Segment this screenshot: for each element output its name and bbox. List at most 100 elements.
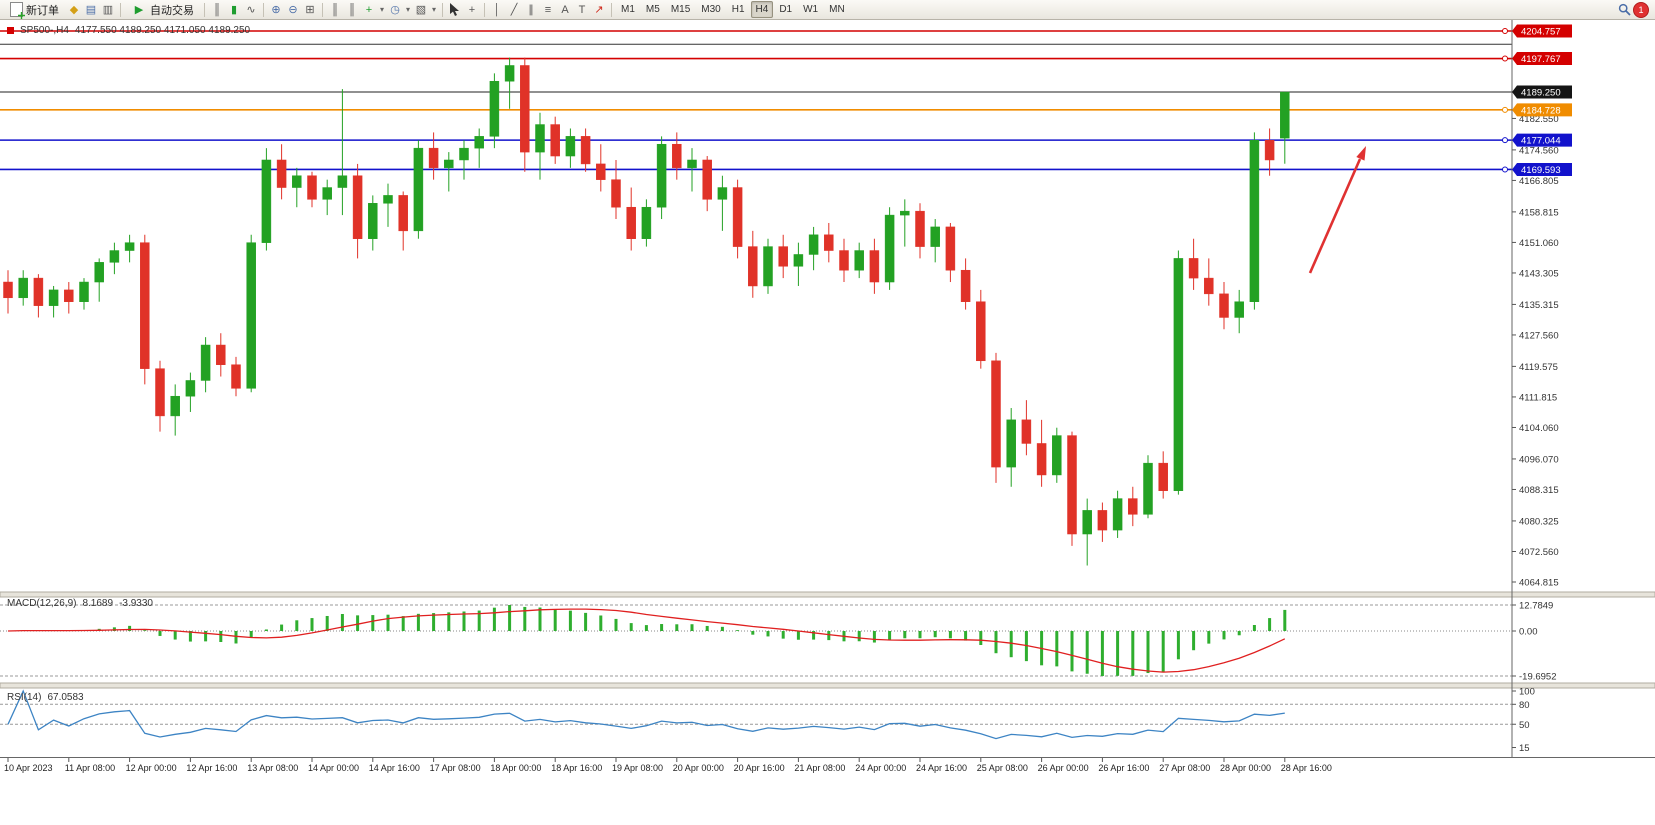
- candle: [839, 238, 849, 283]
- timeframe-button-h4[interactable]: H4: [750, 1, 774, 18]
- charts-icon[interactable]: ◆: [69, 3, 79, 16]
- navigator-icon[interactable]: ▥: [102, 3, 114, 16]
- panel-divider-macd[interactable]: [0, 591, 1655, 598]
- text-tool-icon[interactable]: A: [561, 3, 569, 16]
- candle: [276, 144, 287, 200]
- candle: [140, 234, 150, 385]
- svg-text:4184.728: 4184.728: [1521, 105, 1561, 116]
- candle: [1067, 431, 1077, 546]
- auto-trading-play-icon: ▶: [134, 3, 144, 16]
- hline-handle[interactable]: [1502, 166, 1508, 173]
- panel-divider-rsi[interactable]: [0, 682, 1655, 689]
- candle: [687, 148, 697, 192]
- timeframe-button-h1[interactable]: H1: [731, 4, 745, 15]
- auto-scroll-icon[interactable]: ║: [331, 3, 339, 16]
- candle: [459, 140, 469, 180]
- macd-panel[interactable]: [0, 604, 1512, 677]
- trendline-icon[interactable]: ╱: [510, 3, 518, 16]
- candle: [292, 167, 302, 208]
- candle: [1082, 498, 1092, 566]
- candle: [352, 163, 363, 259]
- notification-badge[interactable]: 1: [1633, 1, 1649, 18]
- add-indicator-icon[interactable]: +: [365, 3, 373, 16]
- candle: [824, 222, 834, 263]
- crosshair-icon[interactable]: +: [468, 3, 476, 16]
- time-axis-label: 14 Apr 16:00: [369, 763, 420, 773]
- time-axis-label: 10 Apr 2023: [4, 763, 53, 773]
- candle: [1006, 408, 1016, 487]
- rsi-line: [7, 689, 1285, 740]
- candle: [124, 234, 135, 263]
- new-order-button[interactable]: 新订单: [4, 0, 65, 20]
- zoom-in-icon[interactable]: ⊕: [271, 3, 281, 16]
- hlines-group: [0, 28, 1512, 173]
- market-watch-icon[interactable]: ▤: [85, 3, 97, 16]
- rsi-panel[interactable]: [0, 689, 1512, 740]
- period-icon[interactable]: ◷: [390, 3, 400, 16]
- fibonacci-icon[interactable]: ≡: [544, 3, 552, 16]
- timeframe-button-mn[interactable]: MN: [829, 4, 845, 15]
- channel-icon[interactable]: ∥: [528, 3, 534, 16]
- chart-symbol-period: SP500-,H4: [20, 25, 69, 36]
- candle: [1036, 419, 1047, 487]
- time-axis-label: 24 Apr 16:00: [916, 763, 967, 773]
- timeframe-button-m30[interactable]: M30: [701, 4, 721, 15]
- rsi-header: RSI(14) 67.0583: [7, 692, 84, 703]
- trend-arrow-annotation[interactable]: [1308, 146, 1366, 274]
- timeframe-button-m5[interactable]: M5: [645, 4, 660, 15]
- arrows-tool-icon[interactable]: ↗: [594, 3, 604, 16]
- trend-arrow-line[interactable]: [1308, 158, 1362, 274]
- candlestick-chart-icon[interactable]: ▮: [230, 3, 238, 16]
- candle: [246, 234, 256, 393]
- new-order-icon: [10, 2, 23, 17]
- svg-text:4197.767: 4197.767: [1521, 54, 1561, 65]
- price-axis[interactable]: 4182.550 4174.560 4166.805 4158.815 4151.060…: [1512, 114, 1559, 754]
- hline-handle[interactable]: [1502, 55, 1508, 62]
- candle: [48, 285, 59, 318]
- vertical-line-icon[interactable]: │: [493, 3, 501, 16]
- auto-trading-button[interactable]: ▶ 自动交易: [125, 0, 200, 20]
- cursor-icon[interactable]: [447, 2, 463, 18]
- hline-handle[interactable]: [1502, 28, 1508, 34]
- search-icon[interactable]: [1616, 2, 1632, 18]
- price-badge: 4204.757: [1512, 24, 1572, 38]
- line-chart-icon[interactable]: ∿: [246, 3, 256, 16]
- chart-svg[interactable]: 4182.550 4174.560 4166.805 4158.815 4151.060…: [0, 20, 1655, 825]
- template-icon[interactable]: ▧: [415, 3, 427, 16]
- bar-chart-icon[interactable]: ║: [213, 3, 221, 16]
- timeframe-button-w1[interactable]: W1: [803, 4, 819, 15]
- tile-windows-icon[interactable]: ⊞: [305, 3, 315, 16]
- text-label-tool-icon[interactable]: T: [578, 3, 586, 16]
- hline-handle[interactable]: [1502, 106, 1508, 113]
- indicator-dropdown-icon[interactable]: ▾: [379, 4, 384, 14]
- candles-group: [3, 57, 1290, 566]
- candle: [808, 226, 819, 271]
- price-axis-label: 4182.550: [1519, 114, 1559, 125]
- price-axis-label: 4119.575: [1519, 362, 1558, 373]
- zoom-out-icon[interactable]: ⊖: [288, 3, 298, 16]
- candle: [64, 282, 74, 314]
- chart-shift-icon[interactable]: ║: [348, 3, 356, 16]
- timeframe-button-m15[interactable]: M15: [670, 4, 691, 15]
- candle: [1280, 91, 1290, 164]
- time-axis-label: 17 Apr 08:00: [430, 763, 481, 773]
- candle: [1249, 132, 1260, 310]
- candle: [717, 175, 728, 231]
- candle: [33, 274, 44, 318]
- hline-handle[interactable]: [1502, 137, 1508, 144]
- timeframe-button-m1[interactable]: M1: [621, 4, 635, 15]
- timeframe-button-d1[interactable]: D1: [779, 4, 793, 15]
- candle: [656, 136, 667, 220]
- price-axis-label: 4166.805: [1519, 176, 1559, 187]
- period-dropdown-icon[interactable]: ▾: [405, 4, 410, 14]
- candle: [641, 199, 652, 247]
- time-axis-label: 19 Apr 08:00: [612, 763, 663, 773]
- main-chart-panel[interactable]: [0, 28, 1512, 566]
- time-axis[interactable]: 10 Apr 2023 11 Apr 08:00 12 Apr 00:00 12 Ap…: [4, 758, 1332, 773]
- template-dropdown-icon[interactable]: ▾: [431, 4, 436, 14]
- time-axis-label: 24 Apr 00:00: [855, 763, 906, 773]
- symbol-marker-icon: [7, 27, 14, 34]
- macd-header: MACD(12,26,9) 8.1689 -3.9330: [7, 598, 153, 609]
- candle: [672, 132, 682, 180]
